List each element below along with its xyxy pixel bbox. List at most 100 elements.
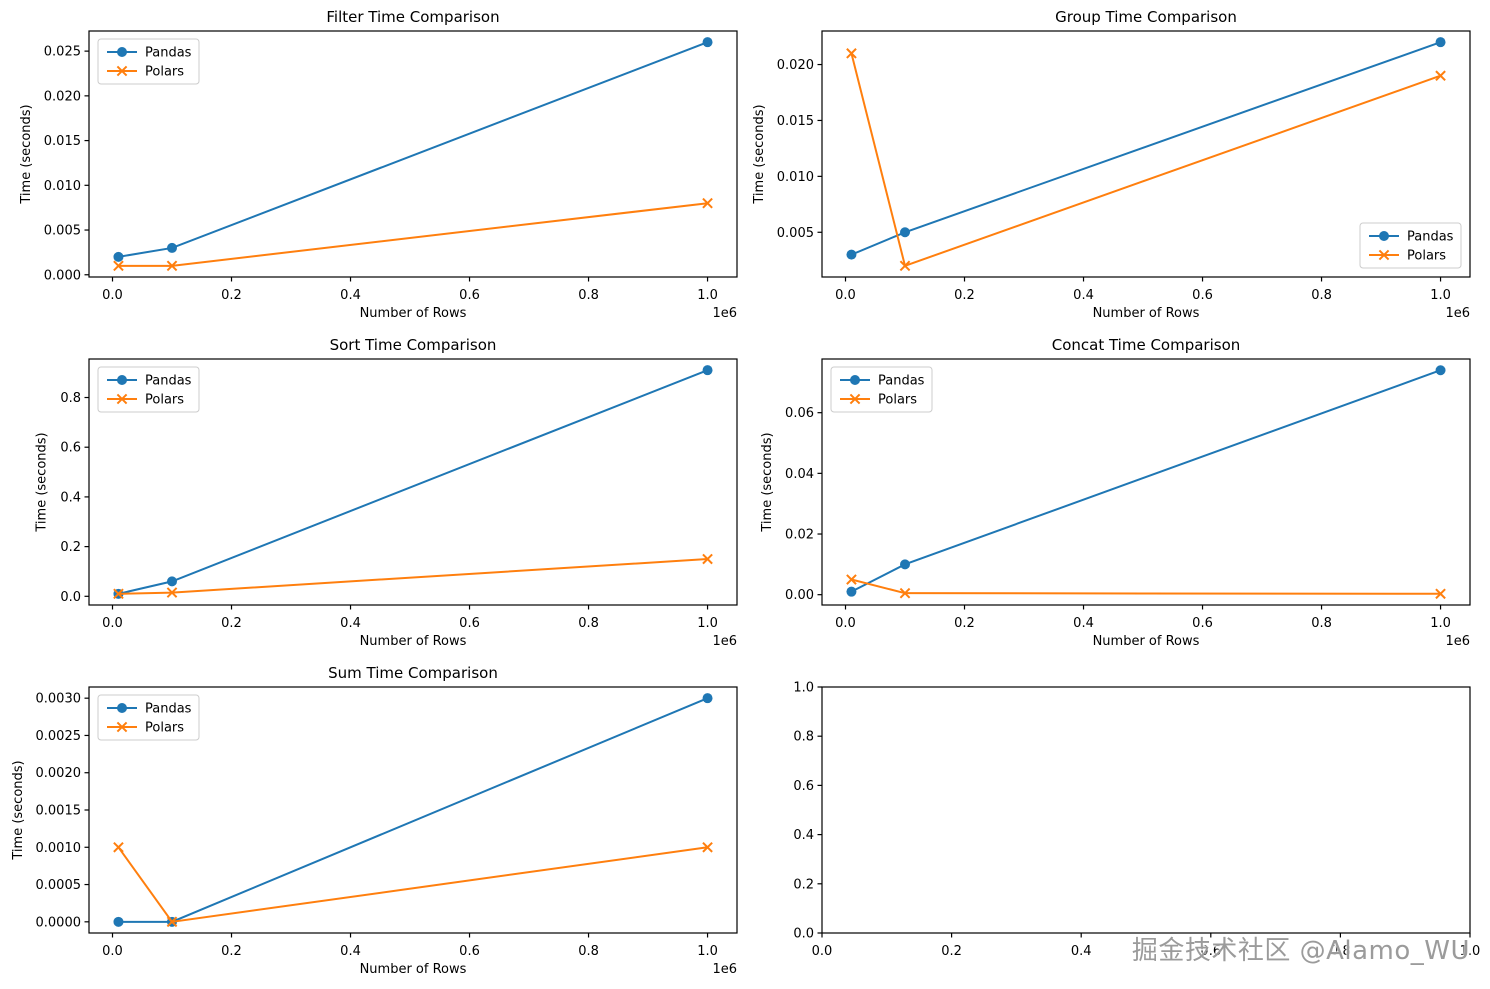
x-tick-label: 0.8: [578, 616, 599, 631]
x-axis-label: Number of Rows: [360, 962, 467, 977]
x-tick-label: 0.0: [812, 944, 833, 959]
data-point-circle: [117, 703, 127, 713]
y-axis: 0.0000 0.0005 0.0010 0.0015 0.0020 0.0025 0.00…: [11, 692, 89, 930]
x-tick-label: 0.2: [954, 288, 975, 303]
data-point-circle: [167, 242, 178, 253]
data-point-circle: [113, 916, 124, 927]
x-tick-label: 0.8: [1330, 944, 1351, 959]
legend: Pandas Polars: [830, 366, 933, 413]
x-tick-label: 0.6: [1200, 944, 1221, 959]
y-tick-label: 0.4: [793, 828, 814, 843]
x-tick-label: 0.4: [340, 616, 361, 631]
x-axis-label: Number of Rows: [360, 306, 467, 321]
y-axis: 0.000 0.005 0.010 0.015 0.020 0.025 Time (seco…: [19, 45, 89, 283]
x-tick-label: 0.8: [578, 288, 599, 303]
series-polars: [113, 197, 713, 272]
series-polars: [113, 553, 713, 600]
x-tick-label: 1.0: [1430, 288, 1451, 303]
y-tick-label: 1.0: [793, 681, 814, 696]
legend: Pandas Polars: [97, 694, 200, 741]
x-tick-label: 0.0: [102, 616, 123, 631]
x-tick-label: 0.6: [459, 616, 480, 631]
data-point-circle: [900, 227, 911, 238]
y-axis-label: Time (seconds): [11, 760, 26, 860]
y-tick-label: 0.0015: [36, 804, 82, 819]
data-point-x: [166, 260, 178, 272]
y-tick-label: 0.0030: [36, 692, 82, 707]
x-tick-label: 0.6: [459, 944, 480, 959]
data-point-circle: [702, 693, 713, 704]
data-point-x: [113, 260, 124, 272]
y-tick-label: 0.005: [44, 224, 81, 239]
legend-label: Pandas: [878, 374, 925, 389]
x-tick-label: 0.2: [954, 616, 975, 631]
y-tick-label: 0.04: [785, 467, 814, 482]
x-tick-label: 1.0: [1460, 944, 1481, 959]
x-axis-offset-label: 1e6: [1445, 634, 1470, 649]
x-tick-label: 0.2: [941, 944, 962, 959]
x-axis: 0.0 0.2 0.4 0.6 0.8 1.0 1e6 Number of Rows: [835, 605, 1470, 649]
chart-title: Filter Time Comparison: [326, 8, 499, 26]
y-axis: 0.0 0.2 0.4 0.6 0.8 Time (seconds): [35, 391, 89, 605]
x-tick-label: 1.0: [697, 288, 718, 303]
y-tick-label: 0.0: [793, 927, 814, 942]
y-tick-label: 0.0025: [36, 729, 82, 744]
y-tick-label: 0.005: [777, 226, 814, 241]
x-tick-label: 0.8: [578, 944, 599, 959]
series-polars: [846, 574, 1446, 600]
x-axis: 0.0 0.2 0.4 0.6 0.8 1.0: [812, 933, 1481, 959]
y-tick-label: 0.010: [777, 170, 814, 185]
data-point-x: [1435, 70, 1446, 82]
x-tick-label: 0.0: [102, 288, 123, 303]
y-tick-label: 0.8: [60, 391, 81, 406]
chart-title: Concat Time Comparison: [1052, 336, 1241, 354]
data-point-circle: [846, 586, 857, 597]
x-tick-label: 0.8: [1311, 616, 1332, 631]
chart-title: Sort Time Comparison: [330, 336, 497, 354]
axes-frame: [821, 358, 1471, 606]
x-tick-label: 1.0: [697, 616, 718, 631]
x-axis-label: Number of Rows: [360, 634, 467, 649]
data-point-x: [116, 393, 128, 405]
legend-label: Polars: [878, 393, 917, 408]
y-tick-label: 0.0: [60, 590, 81, 605]
y-axis-label: Time (seconds): [19, 104, 34, 204]
axes-frame: [88, 30, 738, 278]
series-polars: [846, 48, 1446, 272]
x-axis: 0.0 0.2 0.4 0.6 0.8 1.0 1e6 Number of Rows: [102, 933, 737, 977]
data-point-x: [899, 260, 911, 272]
series-pandas: [113, 37, 713, 262]
x-tick-label: 0.6: [1192, 288, 1213, 303]
legend: Pandas Polars: [1359, 222, 1462, 269]
x-tick-label: 0.6: [1192, 616, 1213, 631]
data-point-x: [113, 588, 124, 600]
series-polars: [113, 841, 713, 928]
legend-label: Polars: [1407, 249, 1446, 264]
x-axis: 0.0 0.2 0.4 0.6 0.8 1.0 1e6 Number of Rows: [835, 277, 1470, 321]
y-tick-label: 0.010: [44, 179, 81, 194]
data-point-x: [1435, 588, 1446, 600]
x-tick-label: 0.6: [459, 288, 480, 303]
y-axis: 0.00 0.02 0.04 0.06 Time (seconds): [760, 406, 822, 603]
y-axis-label: Time (seconds): [760, 432, 775, 532]
y-tick-label: 0.02: [785, 528, 814, 543]
y-axis-label: Time (seconds): [35, 432, 50, 532]
data-point-circle: [846, 249, 857, 260]
data-point-circle: [850, 375, 860, 385]
y-tick-label: 0.0000: [36, 915, 82, 930]
x-tick-label: 0.2: [221, 616, 242, 631]
y-tick-label: 0.2: [793, 877, 814, 892]
data-point-circle: [117, 47, 127, 57]
data-point-circle: [1435, 37, 1446, 48]
x-tick-label: 1.0: [1430, 616, 1451, 631]
axes-frame: [821, 30, 1471, 278]
legend: Pandas Polars: [97, 38, 200, 85]
data-point-x: [702, 841, 713, 853]
legend-label: Polars: [145, 721, 184, 736]
x-tick-label: 0.2: [221, 944, 242, 959]
data-point-circle: [1435, 365, 1446, 376]
y-tick-label: 0.0020: [36, 766, 82, 781]
y-axis: 0.005 0.010 0.015 0.020 Time (seconds): [752, 58, 822, 241]
y-tick-label: 0.000: [44, 268, 81, 283]
